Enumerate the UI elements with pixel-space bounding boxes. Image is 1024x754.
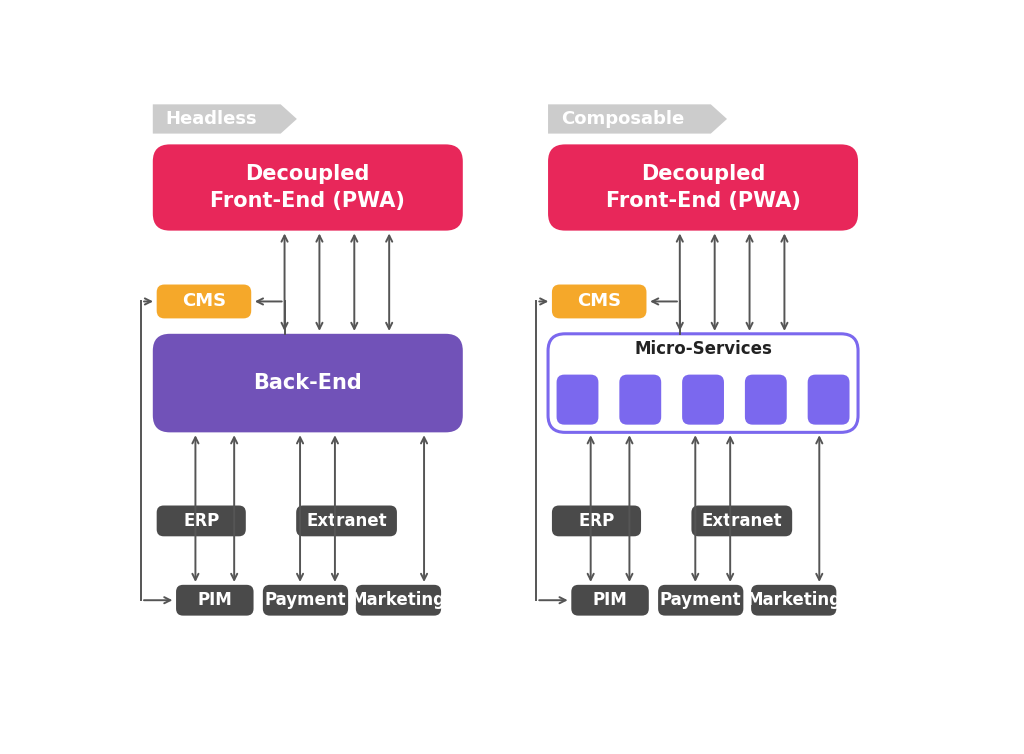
Polygon shape	[153, 104, 297, 133]
Text: Headless: Headless	[166, 110, 257, 128]
Text: Payment: Payment	[659, 591, 741, 609]
FancyBboxPatch shape	[808, 375, 850, 425]
Text: CMS: CMS	[182, 293, 226, 311]
Text: Extranet: Extranet	[701, 512, 782, 530]
Text: Decoupled
Front-End (PWA): Decoupled Front-End (PWA)	[605, 164, 801, 212]
FancyBboxPatch shape	[744, 375, 786, 425]
FancyBboxPatch shape	[552, 505, 641, 536]
FancyBboxPatch shape	[658, 585, 743, 615]
FancyBboxPatch shape	[682, 375, 724, 425]
FancyBboxPatch shape	[153, 144, 463, 231]
Text: Composable: Composable	[561, 110, 684, 128]
FancyBboxPatch shape	[176, 585, 254, 615]
FancyBboxPatch shape	[548, 144, 858, 231]
Text: CMS: CMS	[578, 293, 622, 311]
Text: Decoupled
Front-End (PWA): Decoupled Front-End (PWA)	[210, 164, 406, 212]
FancyBboxPatch shape	[557, 375, 598, 425]
FancyBboxPatch shape	[548, 334, 858, 432]
Text: ERP: ERP	[579, 512, 614, 530]
Text: PIM: PIM	[198, 591, 232, 609]
Polygon shape	[548, 104, 727, 133]
Text: Marketing: Marketing	[746, 591, 842, 609]
FancyBboxPatch shape	[157, 505, 246, 536]
FancyBboxPatch shape	[263, 585, 348, 615]
FancyBboxPatch shape	[153, 334, 463, 432]
Text: PIM: PIM	[593, 591, 628, 609]
Text: Marketing: Marketing	[351, 591, 446, 609]
Text: ERP: ERP	[183, 512, 219, 530]
FancyBboxPatch shape	[356, 585, 441, 615]
Text: Payment: Payment	[264, 591, 346, 609]
FancyBboxPatch shape	[751, 585, 837, 615]
Text: Back-End: Back-End	[253, 373, 362, 393]
FancyBboxPatch shape	[620, 375, 662, 425]
FancyBboxPatch shape	[157, 284, 251, 318]
FancyBboxPatch shape	[571, 585, 649, 615]
Text: Extranet: Extranet	[306, 512, 387, 530]
FancyBboxPatch shape	[552, 284, 646, 318]
Text: Micro-Services: Micro-Services	[634, 340, 772, 358]
FancyBboxPatch shape	[691, 505, 793, 536]
FancyBboxPatch shape	[296, 505, 397, 536]
